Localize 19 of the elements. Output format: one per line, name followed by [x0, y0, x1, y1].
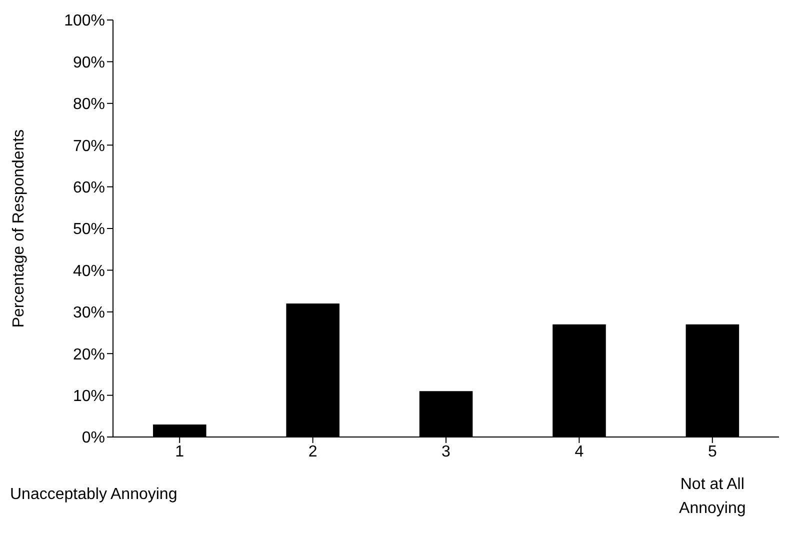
y-tick-label: 80% [72, 96, 105, 114]
y-tick-label: 90% [72, 54, 105, 72]
x-tick-label: 3 [442, 443, 451, 460]
y-tick-label: 70% [72, 138, 105, 155]
y-tick-label: 30% [72, 304, 105, 322]
x-tick-label: 2 [308, 443, 318, 460]
y-tick-label: 40% [72, 262, 105, 280]
x-tick-label: 4 [574, 443, 584, 460]
y-tick-label: 10% [72, 388, 105, 405]
text: Unacceptably Annoying [10, 486, 178, 504]
y-tick-label: 50% [72, 221, 105, 238]
text: Not at All Annoying [678, 475, 747, 519]
y-tick-label: 60% [72, 179, 105, 196]
y-tick-label: 100% [64, 12, 105, 30]
x-tick-label: 1 [175, 443, 184, 460]
y-tick-label: 20% [72, 346, 105, 364]
y-tick-label: 0% [82, 430, 105, 447]
y-axis-title: Percentage of Respondents [10, 129, 28, 328]
x-tick-label: 5 [708, 443, 717, 460]
